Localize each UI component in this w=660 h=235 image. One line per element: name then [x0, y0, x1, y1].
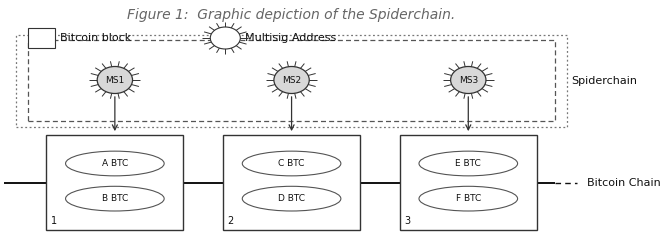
Ellipse shape: [65, 186, 164, 211]
Text: 3: 3: [404, 216, 411, 226]
Ellipse shape: [451, 67, 486, 94]
Ellipse shape: [242, 151, 341, 176]
Text: MS1: MS1: [105, 75, 125, 85]
Bar: [223, 135, 360, 230]
Text: Spiderchain: Spiderchain: [571, 76, 637, 86]
Bar: [46, 135, 183, 230]
Text: Bitcoin block: Bitcoin block: [60, 33, 131, 43]
Text: A BTC: A BTC: [102, 159, 128, 168]
Text: 1: 1: [51, 216, 57, 226]
Ellipse shape: [97, 67, 133, 94]
Text: B BTC: B BTC: [102, 194, 128, 203]
Text: MS2: MS2: [282, 75, 301, 85]
Text: MS3: MS3: [459, 75, 478, 85]
Ellipse shape: [419, 186, 517, 211]
Ellipse shape: [65, 151, 164, 176]
Ellipse shape: [242, 186, 341, 211]
Ellipse shape: [419, 151, 517, 176]
Text: Multisig Address: Multisig Address: [245, 33, 336, 43]
Bar: [28, 28, 55, 48]
Ellipse shape: [211, 27, 240, 49]
Text: F BTC: F BTC: [455, 194, 481, 203]
Text: Figure 1:  Graphic depiction of the Spiderchain.: Figure 1: Graphic depiction of the Spide…: [127, 8, 455, 22]
Text: Bitcoin Chain: Bitcoin Chain: [587, 178, 660, 188]
Text: E BTC: E BTC: [455, 159, 481, 168]
Ellipse shape: [274, 67, 310, 94]
Text: D BTC: D BTC: [278, 194, 305, 203]
Text: 2: 2: [228, 216, 234, 226]
Bar: [400, 135, 537, 230]
Text: C BTC: C BTC: [279, 159, 305, 168]
